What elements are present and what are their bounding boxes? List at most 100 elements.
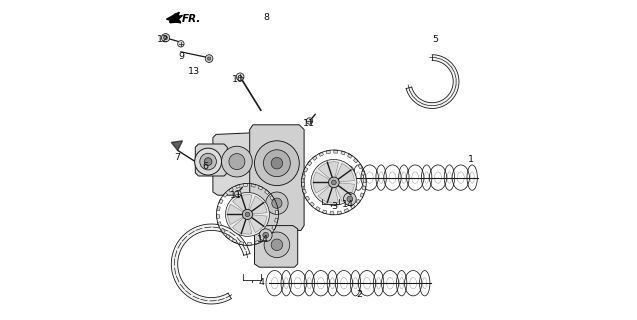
Polygon shape — [255, 240, 259, 244]
Polygon shape — [304, 167, 308, 172]
Circle shape — [329, 177, 339, 188]
Text: 6: 6 — [203, 162, 209, 171]
Polygon shape — [326, 150, 331, 154]
Circle shape — [234, 190, 241, 197]
Polygon shape — [171, 141, 182, 150]
Circle shape — [243, 209, 252, 220]
Text: 8: 8 — [264, 13, 269, 22]
Polygon shape — [217, 206, 220, 211]
Wedge shape — [336, 183, 354, 201]
Polygon shape — [406, 55, 459, 108]
Polygon shape — [166, 12, 182, 23]
Wedge shape — [233, 218, 252, 234]
Circle shape — [264, 150, 290, 177]
Text: 14: 14 — [342, 200, 354, 209]
Polygon shape — [354, 158, 358, 163]
Polygon shape — [363, 179, 366, 182]
Circle shape — [266, 192, 288, 214]
Wedge shape — [233, 195, 252, 211]
Polygon shape — [350, 204, 355, 209]
Circle shape — [245, 212, 250, 217]
Circle shape — [271, 239, 283, 251]
Polygon shape — [361, 171, 365, 175]
Text: 10: 10 — [232, 76, 244, 84]
Circle shape — [164, 36, 168, 40]
Circle shape — [331, 180, 336, 185]
Circle shape — [178, 41, 184, 47]
Circle shape — [343, 193, 356, 205]
Circle shape — [225, 192, 269, 236]
Polygon shape — [264, 190, 269, 195]
Polygon shape — [213, 133, 258, 195]
Polygon shape — [270, 196, 275, 200]
Circle shape — [259, 229, 272, 242]
Polygon shape — [268, 232, 272, 236]
Polygon shape — [305, 196, 310, 201]
Circle shape — [306, 118, 313, 124]
Polygon shape — [251, 184, 255, 187]
Polygon shape — [232, 239, 237, 243]
Wedge shape — [313, 172, 329, 193]
Polygon shape — [356, 199, 361, 204]
Circle shape — [264, 232, 290, 258]
Circle shape — [272, 198, 282, 208]
Polygon shape — [362, 186, 366, 190]
Text: 11: 11 — [230, 191, 242, 200]
Polygon shape — [220, 228, 225, 233]
Circle shape — [255, 141, 299, 186]
Circle shape — [229, 154, 245, 170]
Circle shape — [222, 146, 252, 177]
Wedge shape — [336, 164, 354, 182]
Polygon shape — [345, 208, 349, 213]
Polygon shape — [225, 234, 231, 239]
Text: 14: 14 — [257, 236, 269, 244]
Polygon shape — [358, 164, 362, 169]
Text: 13: 13 — [189, 67, 201, 76]
Circle shape — [311, 159, 357, 205]
Polygon shape — [338, 211, 341, 214]
Polygon shape — [223, 193, 227, 197]
Circle shape — [195, 148, 222, 175]
Polygon shape — [334, 150, 338, 153]
Text: 9: 9 — [179, 52, 185, 61]
Circle shape — [236, 73, 244, 81]
Circle shape — [161, 34, 169, 42]
Polygon shape — [348, 154, 352, 158]
Polygon shape — [318, 152, 324, 156]
Polygon shape — [247, 242, 252, 245]
Wedge shape — [318, 162, 338, 179]
Wedge shape — [250, 215, 267, 233]
Circle shape — [200, 153, 217, 170]
Polygon shape — [217, 214, 220, 219]
Text: 12: 12 — [157, 35, 169, 44]
Text: 4: 4 — [259, 278, 264, 287]
Circle shape — [271, 157, 283, 169]
Polygon shape — [258, 186, 263, 190]
Polygon shape — [360, 193, 364, 197]
Polygon shape — [310, 202, 314, 207]
Polygon shape — [303, 189, 306, 194]
Text: 2: 2 — [357, 290, 362, 299]
Polygon shape — [262, 237, 266, 241]
Polygon shape — [171, 224, 250, 304]
Polygon shape — [229, 188, 233, 192]
Polygon shape — [330, 212, 334, 215]
Wedge shape — [250, 196, 267, 214]
Polygon shape — [302, 175, 305, 179]
Polygon shape — [322, 210, 327, 214]
Text: 5: 5 — [433, 36, 438, 44]
Wedge shape — [318, 186, 338, 203]
Text: 3: 3 — [331, 202, 337, 211]
Circle shape — [204, 158, 212, 165]
Circle shape — [208, 57, 211, 60]
Polygon shape — [272, 225, 276, 230]
Polygon shape — [301, 182, 304, 186]
Circle shape — [347, 196, 353, 202]
Polygon shape — [236, 184, 240, 188]
Polygon shape — [196, 144, 227, 176]
Polygon shape — [341, 151, 345, 155]
Polygon shape — [273, 203, 277, 207]
Polygon shape — [250, 125, 304, 230]
Polygon shape — [312, 156, 317, 160]
Polygon shape — [275, 218, 278, 222]
